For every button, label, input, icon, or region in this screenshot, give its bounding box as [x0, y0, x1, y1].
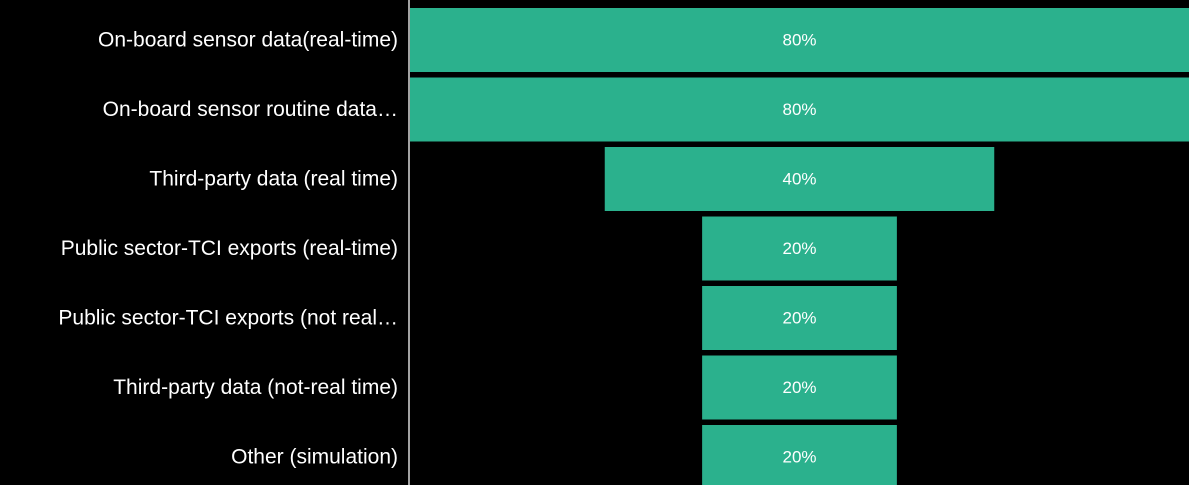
value-label-3: 40%	[782, 170, 816, 189]
value-label-6: 20%	[782, 378, 816, 397]
value-label-5: 20%	[782, 309, 816, 328]
category-labels: On-board sensor data(real-time) On-board …	[58, 29, 398, 469]
value-label-4: 20%	[782, 239, 816, 258]
bar-2	[410, 77, 1189, 142]
value-label-2: 80%	[782, 100, 816, 119]
category-label-6: Third-party data (not-real time)	[113, 376, 398, 399]
category-label-7: Other (simulation)	[231, 446, 398, 469]
category-label-5: Public sector-TCI exports (not real…	[58, 307, 398, 330]
category-label-3: Third-party data (real time)	[149, 168, 398, 191]
bar-5	[702, 286, 897, 350]
category-label-2: On-board sensor routine data…	[103, 98, 398, 121]
bars	[410, 8, 1189, 485]
value-label-1: 80%	[782, 31, 816, 50]
category-label-1: On-board sensor data(real-time)	[98, 29, 398, 52]
value-labels: 80% 80% 40% 20% 20% 20% 20%	[782, 31, 816, 467]
bar-6	[702, 355, 897, 420]
bar-4	[702, 216, 897, 281]
bar-3	[604, 147, 995, 211]
bar-7	[702, 425, 897, 485]
category-label-4: Public sector-TCI exports (real-time)	[61, 237, 398, 260]
value-label-7: 20%	[782, 448, 816, 467]
bar-1	[410, 8, 1189, 72]
